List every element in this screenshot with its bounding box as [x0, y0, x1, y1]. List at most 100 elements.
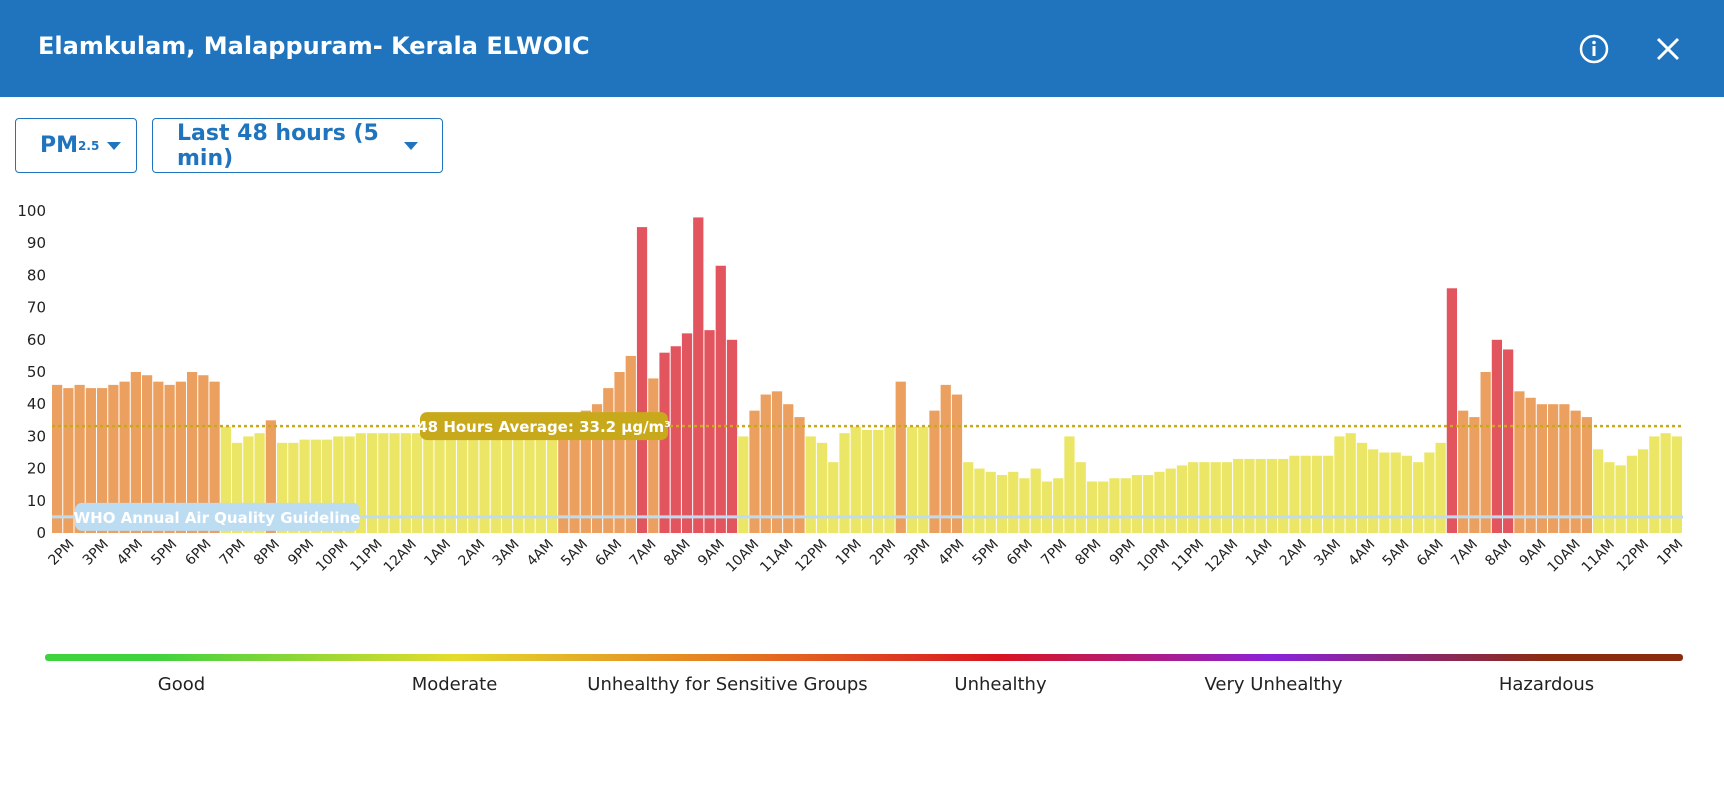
bar [614, 372, 625, 533]
bar [1334, 436, 1345, 533]
x-tick-label: 7AM [1448, 537, 1481, 570]
bar [580, 410, 591, 533]
bar [1356, 442, 1368, 533]
x-tick-label: 7PM [217, 537, 249, 569]
bar [1131, 475, 1143, 533]
x-tick-label: 3AM [1311, 537, 1344, 570]
bar [175, 381, 186, 533]
bar [726, 339, 738, 533]
x-tick-label: 3PM [80, 537, 112, 569]
bar [265, 420, 276, 533]
range-label: Last 48 hours (5 min) [177, 120, 379, 171]
bar [996, 475, 1008, 533]
bar [366, 433, 378, 533]
bar [546, 426, 558, 533]
x-tick-label: 8AM [1482, 537, 1515, 570]
bar [738, 436, 749, 533]
bar [220, 426, 231, 533]
bar [1413, 462, 1424, 533]
bar [1368, 449, 1379, 533]
bar [243, 436, 254, 533]
bar [648, 378, 659, 533]
bar [1671, 436, 1682, 533]
x-tick-label: 5AM [558, 537, 591, 570]
bar [873, 429, 884, 533]
legend-label: Very Unhealthy [1205, 674, 1343, 695]
bar [434, 433, 445, 533]
bar [1143, 475, 1154, 533]
x-tick-label: 12AM [381, 537, 420, 576]
bar [1424, 452, 1435, 533]
bar [63, 388, 74, 533]
bar [231, 442, 243, 533]
bar [1176, 465, 1188, 533]
y-tick-label: 90 [27, 234, 46, 252]
bar [535, 429, 546, 533]
bar [1098, 481, 1109, 533]
bar [1210, 462, 1221, 533]
bar [940, 384, 951, 533]
y-tick-label: 0 [36, 524, 46, 542]
bar [1030, 468, 1041, 533]
range-select[interactable]: Last 48 hours (5 min) [152, 118, 443, 173]
x-tick-label: 11PM [347, 537, 385, 575]
info-button[interactable] [1578, 33, 1610, 65]
x-tick-label: 4AM [1345, 537, 1378, 570]
bar [378, 433, 389, 533]
bar [524, 429, 535, 533]
bar [1165, 468, 1176, 533]
bar [1075, 462, 1086, 533]
y-tick-label: 70 [27, 299, 46, 317]
x-tick-label: 4PM [935, 537, 967, 569]
bar [1053, 478, 1064, 533]
bar [884, 426, 895, 533]
bar [1446, 288, 1458, 533]
legend-label: Hazardous [1499, 674, 1594, 695]
x-tick-label: 2AM [1277, 537, 1310, 570]
bar [861, 429, 873, 533]
bar [1323, 455, 1334, 533]
bar [186, 372, 198, 533]
x-tick-label: 2AM [455, 537, 488, 570]
bar [1491, 339, 1503, 533]
average-label: 48 Hours Average: 33.2 µg/m³ [417, 418, 671, 436]
x-tick-label: 12PM [792, 537, 830, 575]
bar [1086, 481, 1098, 533]
x-tick-label: 8PM [1072, 537, 1104, 569]
y-tick-label: 30 [27, 427, 46, 445]
close-button[interactable] [1654, 35, 1682, 63]
x-tick-label: 6PM [1004, 537, 1036, 569]
pollutant-select[interactable]: PM 2.5 [15, 118, 137, 173]
bar [670, 346, 681, 533]
bar [1345, 433, 1356, 533]
bar [850, 426, 861, 533]
bar [1469, 417, 1480, 533]
bar [74, 384, 85, 533]
bar [929, 410, 940, 533]
who-label: WHO Annual Air Quality Guideline [74, 509, 361, 527]
bar [1536, 404, 1548, 533]
bar [805, 436, 816, 533]
bar [569, 413, 580, 533]
x-tick-label: 4AM [524, 537, 557, 570]
bar [501, 429, 513, 533]
bar [355, 433, 366, 533]
bar [1525, 397, 1536, 533]
bar [1593, 449, 1604, 533]
bar [1120, 478, 1131, 533]
y-tick-label: 60 [27, 331, 46, 349]
bar [164, 384, 175, 533]
bar [783, 404, 794, 533]
x-tick-label: 12PM [1614, 537, 1652, 575]
bar [310, 439, 321, 533]
bar [1660, 433, 1671, 533]
x-tick-label: 11AM [757, 537, 796, 576]
bar [1266, 458, 1278, 533]
bar [1019, 478, 1030, 533]
bar [749, 410, 760, 533]
x-tick-label: 1PM [1654, 537, 1686, 569]
x-tick-label: 6PM [182, 537, 214, 569]
bar [906, 426, 918, 533]
bar [951, 394, 963, 533]
